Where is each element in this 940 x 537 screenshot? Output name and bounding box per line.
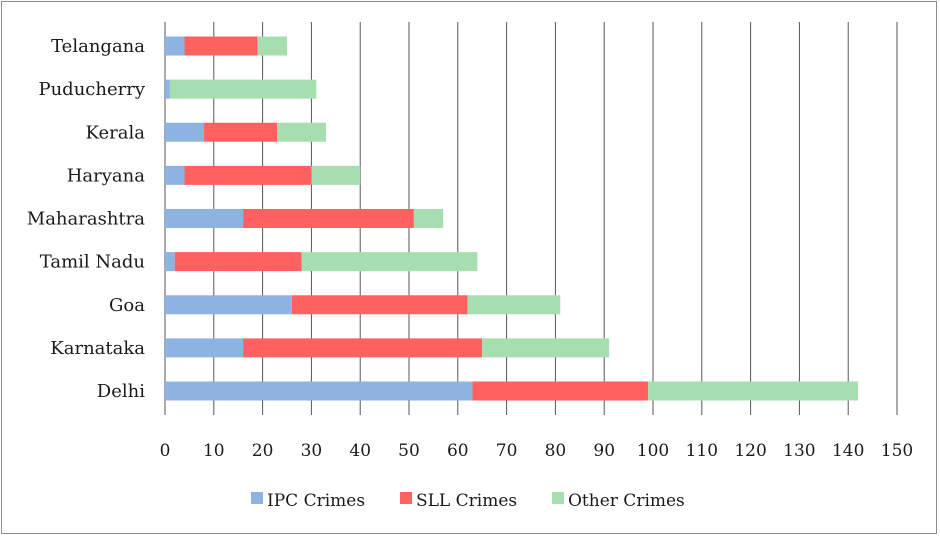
- category-label: Puducherry: [38, 79, 145, 100]
- bar-haryana-ipc-crimes: [165, 165, 185, 185]
- bar-delhi-ipc-crimes: [165, 381, 473, 401]
- category-label: Karnataka: [50, 338, 145, 359]
- legend-label: SLL Crimes: [416, 491, 517, 511]
- legend-swatch-sll-crimes: [400, 492, 412, 504]
- bar-delhi-other-crimes: [648, 381, 858, 401]
- bar-kerala-sll-crimes: [204, 122, 278, 142]
- bar-maharashtra-other-crimes: [413, 209, 444, 228]
- bar-delhi-sll-crimes: [472, 381, 649, 401]
- x-tick-label: 0: [160, 441, 171, 461]
- legend-swatch-ipc-crimes: [251, 492, 263, 504]
- bar-tamil-nadu-ipc-crimes: [165, 252, 175, 272]
- legend-label: Other Crimes: [568, 491, 685, 511]
- bar-kerala-ipc-crimes: [165, 122, 205, 142]
- category-label: Kerala: [86, 122, 146, 143]
- x-tick-label: 20: [252, 441, 274, 461]
- x-tick-label: 50: [398, 441, 420, 461]
- x-tick-label: 110: [686, 441, 718, 461]
- bar-puducherry-ipc-crimes: [165, 79, 170, 99]
- x-tick-label: 10: [203, 441, 225, 461]
- x-tick-label: 60: [447, 441, 469, 461]
- x-tick-label: 90: [593, 441, 615, 461]
- legend-label: IPC Crimes: [267, 491, 365, 511]
- bar-goa-ipc-crimes: [165, 295, 292, 315]
- bar-karnataka-other-crimes: [482, 338, 610, 358]
- category-label: Maharashtra: [27, 209, 145, 230]
- bar-tamil-nadu-other-crimes: [301, 252, 478, 272]
- bar-telangana-sll-crimes: [184, 36, 258, 56]
- bar-goa-other-crimes: [467, 295, 561, 315]
- x-tick-label: 100: [637, 441, 669, 461]
- bar-maharashtra-ipc-crimes: [165, 209, 244, 228]
- category-label: Telangana: [51, 36, 145, 57]
- bars: [165, 36, 858, 401]
- x-tick-label: 120: [734, 441, 766, 461]
- legend: IPC Crimes SLL Crimes Other Crimes: [251, 491, 685, 511]
- x-tick-label: 140: [832, 441, 864, 461]
- bar-telangana-ipc-crimes: [165, 36, 185, 56]
- bar-puducherry-other-crimes: [169, 79, 317, 99]
- bar-tamil-nadu-sll-crimes: [174, 252, 302, 272]
- x-tick-labels: 0 10 20 30 40 50 60 70 80 90 100 110 120 130 140 150: [160, 441, 914, 461]
- bar-goa-sll-crimes: [291, 295, 468, 315]
- category-label: Haryana: [67, 165, 146, 186]
- bar-maharashtra-sll-crimes: [243, 209, 414, 228]
- bar-karnataka-sll-crimes: [243, 338, 483, 358]
- bar-haryana-other-crimes: [311, 165, 361, 185]
- x-tick-label: 80: [545, 441, 567, 461]
- bar-haryana-sll-crimes: [184, 165, 312, 185]
- x-tick-label: 150: [881, 441, 913, 461]
- category-label: Delhi: [97, 381, 145, 402]
- category-label: Goa: [109, 295, 145, 316]
- x-tick-label: 70: [496, 441, 518, 461]
- bar-telangana-other-crimes: [257, 36, 287, 56]
- legend-swatch-other-crimes: [552, 492, 564, 504]
- x-tick-label: 130: [783, 441, 815, 461]
- bar-kerala-other-crimes: [277, 122, 327, 142]
- bar-karnataka-ipc-crimes: [165, 338, 244, 358]
- x-tick-label: 30: [301, 441, 323, 461]
- x-tick-label: 40: [349, 441, 371, 461]
- category-labels: Telangana Puducherry Kerala Haryana Maharash…: [27, 36, 146, 402]
- category-label: Tamil Nadu: [40, 252, 145, 273]
